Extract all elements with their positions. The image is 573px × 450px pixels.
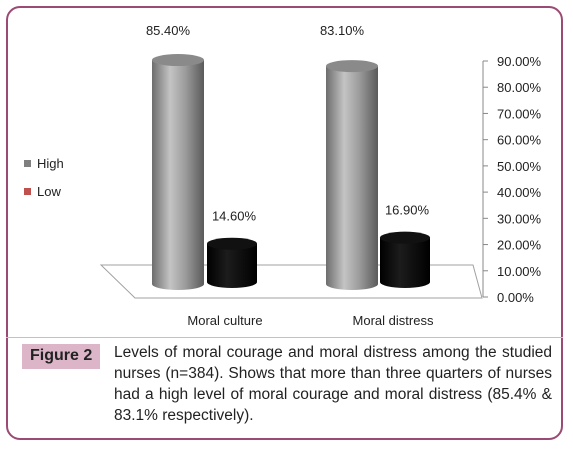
- bar-high-1: [152, 60, 204, 290]
- y-tick-label: 70.00%: [497, 106, 542, 121]
- data-labels: 85.40% 14.60% 83.10% 16.90%: [146, 23, 430, 224]
- bar-top-low-2: [380, 231, 430, 244]
- y-tick-label: 60.00%: [497, 133, 542, 148]
- y-tick-label: 10.00%: [497, 264, 542, 279]
- x-axis-categories: Moral culture Moral distress: [187, 313, 434, 328]
- data-label-high-1: 85.40%: [146, 23, 191, 38]
- bars: [152, 54, 430, 291]
- caption-divider: [6, 337, 563, 338]
- data-label-low-1: 14.60%: [212, 209, 257, 224]
- figure-frame: [6, 6, 563, 440]
- data-label-low-2: 16.90%: [385, 203, 430, 218]
- figure-label: Figure 2: [22, 344, 101, 369]
- legend-label-high: High: [37, 155, 64, 171]
- bar-top-high-2: [326, 60, 378, 73]
- y-tick-label: 50.00%: [497, 159, 542, 174]
- x-category-label: Moral distress: [353, 313, 434, 328]
- bar-low-2: [380, 237, 430, 288]
- bar-top-high-1: [152, 54, 204, 67]
- y-tick-label: 20.00%: [497, 238, 542, 253]
- legend-item-low: Low: [24, 177, 64, 205]
- legend-item-high: High: [24, 149, 64, 177]
- legend-swatch-high: [24, 159, 31, 167]
- legend: High Low: [24, 149, 64, 205]
- bar-low-1: [207, 243, 257, 288]
- bar-chart: 0.00% 10.00% 20.00% 30.00% 40.00% 50.00% 60.00…: [99, 23, 542, 328]
- y-tick-label: 30.00%: [497, 211, 542, 226]
- y-tick-label: 0.00%: [497, 290, 534, 305]
- bar-top-low-1: [207, 237, 257, 250]
- bar-high-2: [326, 66, 378, 291]
- y-tick-label: 40.00%: [497, 185, 542, 200]
- legend-label-low: Low: [37, 183, 61, 199]
- y-tick-label: 80.00%: [497, 80, 542, 95]
- y-axis: 0.00% 10.00% 20.00% 30.00% 40.00% 50.00% 60.00…: [482, 54, 542, 305]
- x-category-label: Moral culture: [187, 313, 262, 328]
- data-label-high-2: 83.10%: [320, 23, 365, 38]
- caption-text: Levels of moral courage and moral distre…: [114, 344, 552, 424]
- y-tick-label: 90.00%: [497, 54, 542, 69]
- legend-swatch-low: [24, 187, 31, 195]
